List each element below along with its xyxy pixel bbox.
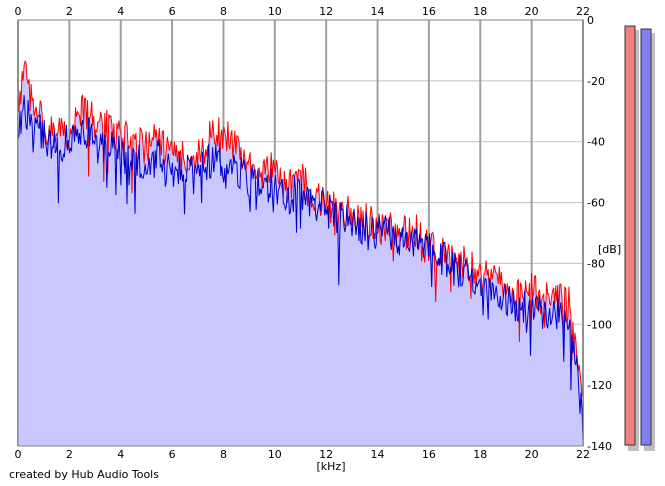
x-axis-label: [kHz] — [317, 460, 346, 473]
x-tick-top-7: 14 — [371, 5, 385, 18]
series-line-blue — [17, 95, 584, 442]
y-tick-1: -20 — [587, 75, 605, 88]
x-tick-top-10: 20 — [525, 5, 539, 18]
y-tick-2: -40 — [587, 136, 605, 149]
y-tick-0: 0 — [587, 14, 594, 27]
x-tick-bottom-9: 18 — [473, 448, 487, 461]
y-tick-3: -60 — [587, 197, 605, 210]
y-tick-7: -140 — [587, 440, 612, 453]
x-tick-bottom-8: 16 — [422, 448, 436, 461]
x-tick-bottom-2: 4 — [117, 448, 124, 461]
x-tick-top-8: 16 — [422, 5, 436, 18]
x-tick-bottom-10: 20 — [525, 448, 539, 461]
x-tick-top-11: 22 — [576, 5, 590, 18]
x-tick-bottom-11: 22 — [576, 448, 590, 461]
spectrum-fill-area — [18, 61, 583, 446]
x-tick-top-1: 2 — [66, 5, 73, 18]
meter-right — [640, 28, 652, 446]
x-tick-top-0: 0 — [15, 5, 22, 18]
x-tick-bottom-1: 2 — [66, 448, 73, 461]
plot-border — [17, 19, 584, 447]
x-tick-bottom-0: 0 — [15, 448, 22, 461]
credit-text: created by Hub Audio Tools — [9, 468, 159, 481]
x-tick-top-9: 18 — [473, 5, 487, 18]
x-tick-bottom-3: 6 — [169, 448, 176, 461]
y-tick-6: -120 — [587, 379, 612, 392]
y-axis-label: [dB] — [598, 243, 621, 256]
y-tick-5: -100 — [587, 318, 612, 331]
x-tick-bottom-5: 10 — [268, 448, 282, 461]
x-tick-bottom-6: 12 — [319, 448, 333, 461]
x-tick-bottom-7: 14 — [371, 448, 385, 461]
meter-left — [624, 25, 636, 446]
y-tick-4: -80 — [587, 257, 605, 270]
level-meters — [624, 25, 655, 451]
x-tick-top-6: 12 — [319, 5, 333, 18]
x-tick-bottom-4: 8 — [220, 448, 227, 461]
x-tick-top-5: 10 — [268, 5, 282, 18]
y-tick-labels: 0 -20 -40 -60 -80 -100 -120 -140 — [587, 14, 612, 453]
x-tick-top-2: 4 — [117, 5, 124, 18]
x-tick-top-4: 8 — [220, 5, 227, 18]
x-tick-top-3: 6 — [169, 5, 176, 18]
plot-area — [17, 19, 584, 447]
